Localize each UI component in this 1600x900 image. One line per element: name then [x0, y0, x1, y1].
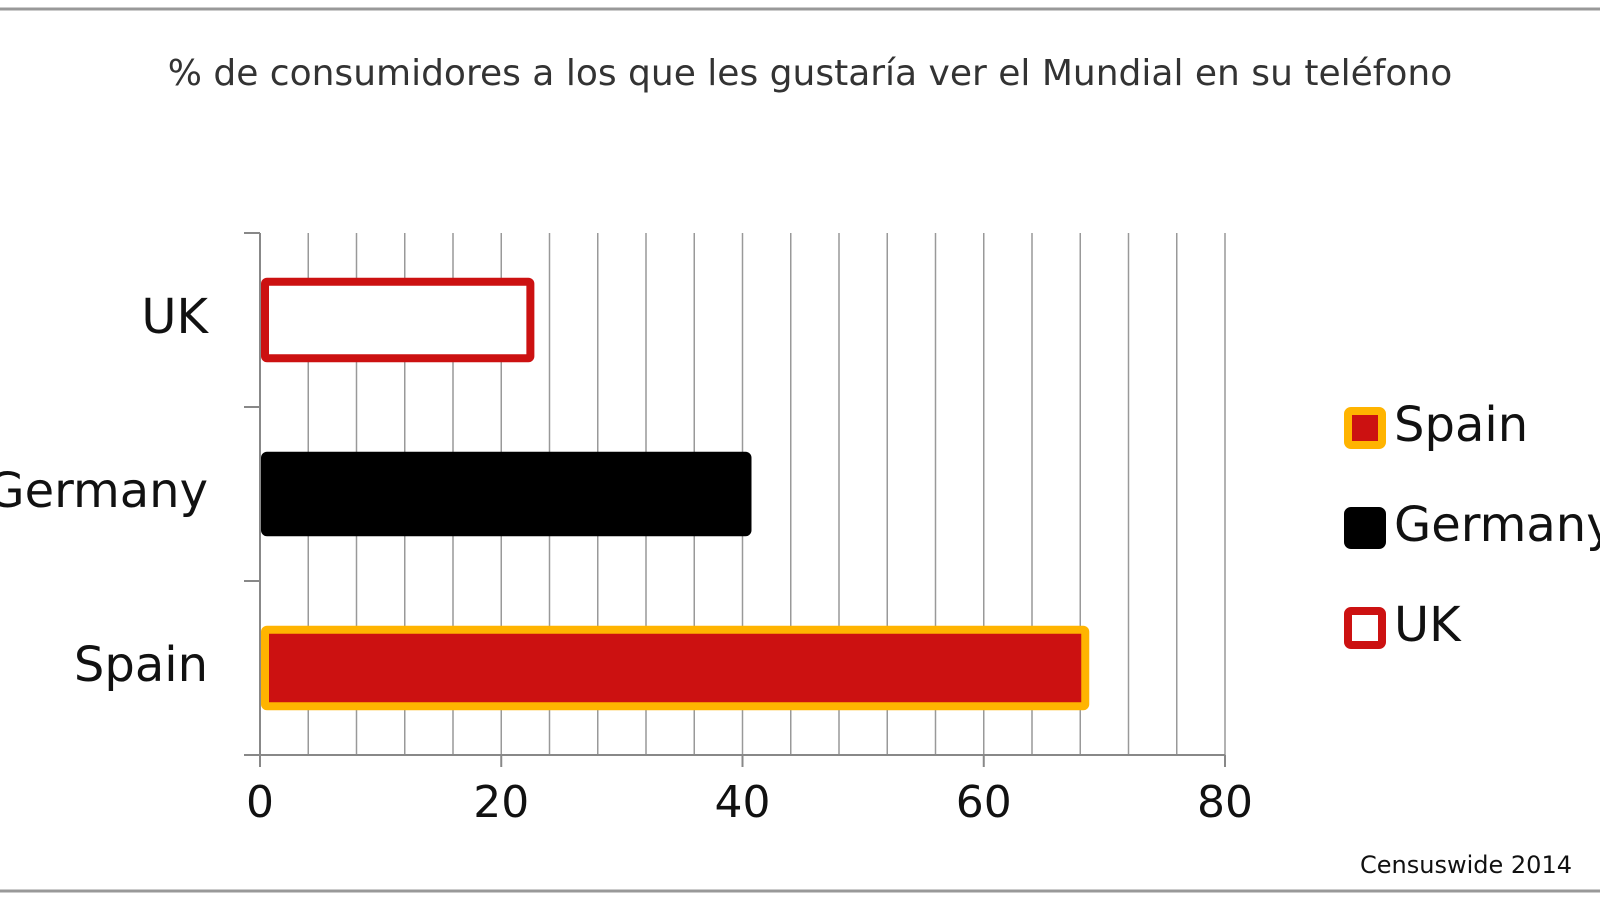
- legend-swatch: [1344, 407, 1386, 449]
- x-tick-label: 40: [715, 777, 771, 828]
- y-tick-label: Germany: [0, 463, 208, 519]
- y-tick-label: Spain: [74, 637, 208, 693]
- bar: [261, 625, 1090, 711]
- legend-swatch: [1344, 607, 1386, 649]
- bar: [261, 277, 535, 363]
- legend-label: UK: [1394, 597, 1462, 653]
- y-tick-label: UK: [141, 289, 209, 345]
- source-note: Censuswide 2014: [1360, 851, 1572, 879]
- bar: [261, 451, 752, 537]
- x-tick-label: 80: [1197, 777, 1253, 828]
- chart-title: % de consumidores a los que les gustaría…: [167, 53, 1453, 94]
- legend-label: Germany: [1394, 497, 1600, 553]
- x-tick-label: 20: [473, 777, 529, 828]
- x-tick-label: 60: [956, 777, 1012, 828]
- legend-label: Spain: [1394, 397, 1528, 453]
- x-tick-label: 0: [246, 777, 274, 828]
- legend-swatch: [1344, 507, 1386, 549]
